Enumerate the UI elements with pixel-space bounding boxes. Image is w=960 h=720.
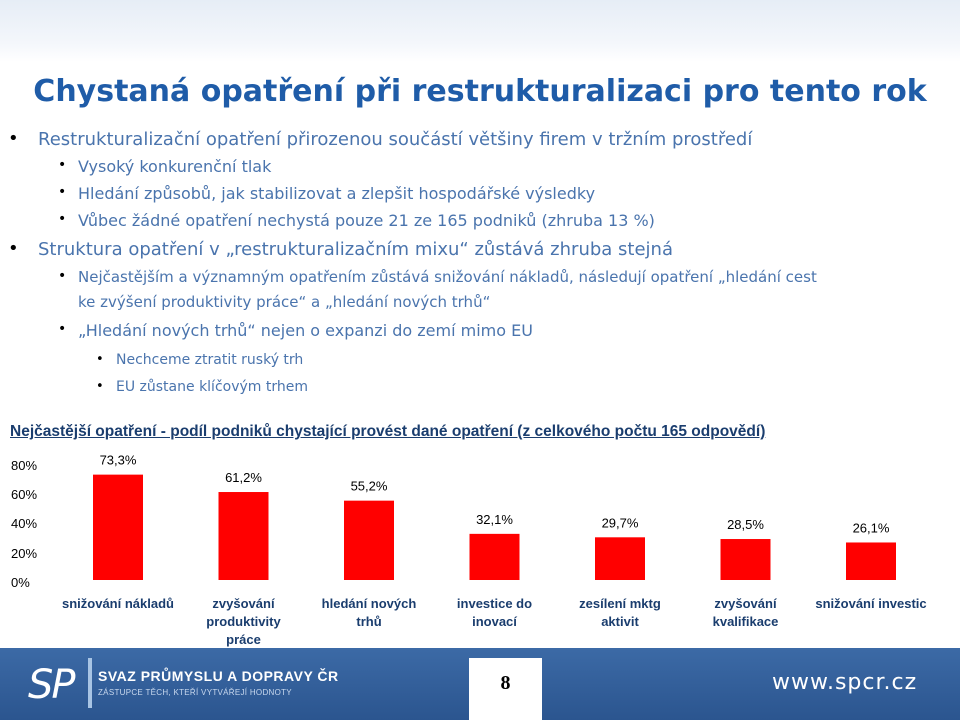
bullet-dot-icon: • xyxy=(8,128,19,149)
bar xyxy=(93,474,143,580)
bullet-text: ke zvýšení produktivity práce“ a „hledán… xyxy=(78,293,491,311)
category-label: zvyšování xyxy=(212,596,275,611)
bullet-dot-icon: • xyxy=(58,157,67,173)
category-label: kvalifikace xyxy=(713,614,779,629)
top-band xyxy=(0,0,960,62)
bullet-level2: • Vůbec žádné opatření nechystá pouze 21 … xyxy=(58,211,655,230)
bar-chart: 0% 20% 40% 60% 80% 73,3% snižování nákladů 61,2… xyxy=(11,453,927,647)
bullet-dot-icon: • xyxy=(58,211,67,227)
data-label: 61,2% xyxy=(225,470,262,485)
bullet-level1: • Struktura opatření v „restrukturalizačn… xyxy=(8,238,673,260)
data-label: 73,3% xyxy=(100,453,137,468)
bullet-text: Nejčastějším a významným opatřením zůstá… xyxy=(78,268,817,286)
data-label: 28,5% xyxy=(727,517,764,532)
slide-title: Chystaná opatření při restrukturalizaci … xyxy=(33,74,927,109)
bullet-text: EU zůstane klíčovým trhem xyxy=(116,379,308,395)
bullet-level1: • Restrukturalizační opatření přirozenou … xyxy=(8,128,753,150)
bullet-level2: • „Hledání nových trhů“ nejen o expanzi d… xyxy=(58,321,533,340)
bar xyxy=(218,492,269,580)
data-label: 29,7% xyxy=(602,515,639,530)
category-label: investice do xyxy=(457,596,532,611)
bullet-level2: • Nejčastějším a významným opatřením zůst… xyxy=(58,268,817,286)
bullet-continuation: ke zvýšení produktivity práce“ a „hledán… xyxy=(78,293,490,311)
bullet-text: Hledání způsobů, jak stabilizovat a zlep… xyxy=(78,184,596,203)
chart-heading: Nejčastější opatření - podíl podniků chy… xyxy=(10,423,766,440)
y-tick-label: 60% xyxy=(11,487,37,502)
y-tick-label: 20% xyxy=(11,546,37,561)
category-label: snižování nákladů xyxy=(62,596,174,611)
bullet-level3: • Nechceme ztratit ruský trh xyxy=(96,352,304,368)
bullet-text: „Hledání nových trhů“ nejen o expanzi do… xyxy=(78,321,533,340)
category-label: hledání nových xyxy=(322,596,417,611)
org-name: SVAZ PRŮMYSLU A DOPRAVY ČR xyxy=(98,668,339,684)
bullet-dot-icon: • xyxy=(96,379,104,394)
data-label: 55,2% xyxy=(351,479,388,494)
bullet-text: Struktura opatření v „restrukturalizační… xyxy=(38,239,673,260)
bar xyxy=(469,533,520,580)
category-label: zvyšování xyxy=(714,596,777,611)
bar xyxy=(595,537,645,580)
bar xyxy=(720,539,771,580)
bullet-level2: • Vysoký konkurenční tlak xyxy=(58,157,272,176)
category-label: aktivit xyxy=(601,614,639,629)
bullet-dot-icon: • xyxy=(96,352,104,367)
bullet-level3: • EU zůstane klíčovým trhem xyxy=(96,379,308,395)
bullet-text: Nechceme ztratit ruský trh xyxy=(116,352,304,368)
bullet-dot-icon: • xyxy=(58,268,67,284)
bullet-dot-icon: • xyxy=(58,184,67,200)
category-label: zesílení mktg xyxy=(579,596,661,611)
category-label: produktivity xyxy=(206,614,281,629)
category-label: práce xyxy=(226,632,261,647)
data-label: 26,1% xyxy=(853,520,890,535)
page-number-box: 8 xyxy=(469,658,542,720)
logo-divider xyxy=(88,658,92,708)
bullet-dot-icon: • xyxy=(8,238,19,259)
page-number: 8 xyxy=(500,672,511,694)
sp-logo: SP xyxy=(28,662,75,708)
y-tick-label: 80% xyxy=(11,458,37,473)
category-label: inovací xyxy=(472,614,517,629)
bullet-level2: • Hledání způsobů, jak stabilizovat a zle… xyxy=(58,184,596,203)
bullet-text: Restrukturalizační opatření přirozenou s… xyxy=(38,129,753,150)
data-label: 32,1% xyxy=(476,512,513,527)
org-tagline: ZÁSTUPCE TĚCH, KTEŘÍ VYTVÁŘEJÍ HODNOTY xyxy=(98,688,292,697)
y-tick-label: 0% xyxy=(11,575,30,590)
y-tick-label: 40% xyxy=(11,516,37,531)
website-link[interactable]: www.spcr.cz xyxy=(772,670,918,695)
bullet-dot-icon: • xyxy=(58,321,67,337)
bullet-text: Vysoký konkurenční tlak xyxy=(78,157,272,176)
bullet-text: Vůbec žádné opatření nechystá pouze 21 z… xyxy=(78,211,655,230)
category-label: snižování investic xyxy=(815,596,926,611)
category-label: trhů xyxy=(356,614,381,629)
bar xyxy=(846,542,896,580)
bar xyxy=(344,500,394,580)
